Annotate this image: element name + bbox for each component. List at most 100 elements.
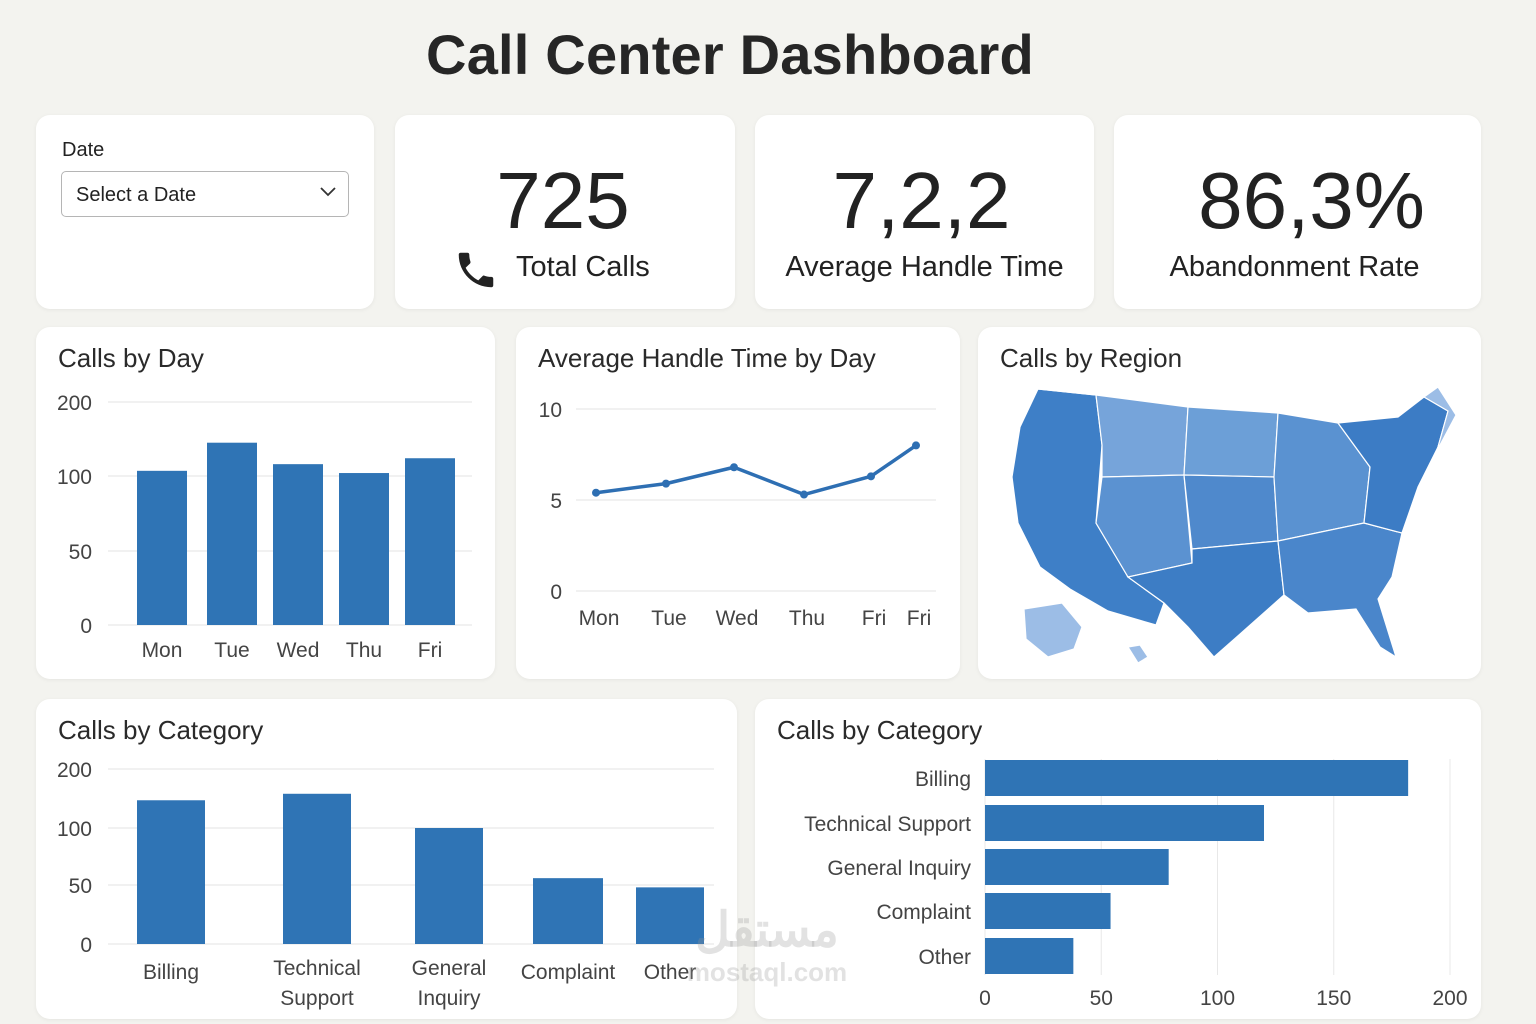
x-tick-label: Wed (277, 639, 320, 662)
bar (636, 887, 704, 944)
data-point (800, 490, 808, 499)
x-tick-label: General Inquiry (412, 957, 487, 1010)
bar (339, 473, 389, 625)
bar (137, 800, 205, 944)
calls-by-category-h-chart: 0 50 100 150 200 Billing Technical Support Gene… (804, 759, 1468, 1010)
y-tick-label: Technical Support (804, 813, 971, 836)
x-tick-label: Fri (418, 639, 443, 662)
watermark-arabic: مستقل (695, 904, 839, 957)
calls-by-region-card: Calls by Region (978, 327, 1481, 679)
map-region-central (1183, 474, 1279, 550)
x-tick-label: Tue (214, 639, 249, 662)
us-map-icon (1011, 386, 1457, 664)
series-line (595, 443, 917, 497)
bar (985, 849, 1169, 885)
y-tick-label: 0 (80, 615, 92, 638)
calls-by-day-chart: 0 50 100 200 Mon Tue Wed Thu Fri (57, 392, 472, 662)
bar (137, 470, 187, 625)
x-tick-label: Fri (862, 607, 887, 630)
data-point (592, 488, 600, 497)
map-region-north-central (1183, 406, 1279, 478)
aht-by-day-title: Average Handle Time by Day (538, 343, 876, 373)
date-filter-label: Date (62, 139, 105, 161)
y-tick-label: 0 (550, 581, 562, 604)
x-tick-label: 150 (1316, 987, 1351, 1010)
x-tick-label: Billing (143, 961, 199, 984)
calls-by-category-title: Calls by Category (58, 715, 264, 745)
calls-by-category-chart: 0 50 100 200 Billing Technical Support General I… (57, 759, 714, 1010)
y-tick-label: 100 (57, 466, 92, 489)
phone-icon (458, 252, 494, 288)
kpi-abandonment-rate-label: Abandonment Rate (1169, 251, 1420, 283)
x-tick-label: Technical Support (273, 957, 361, 1010)
calls-by-category-card: Calls by Category 0 50 100 200 Billing Techni… (36, 699, 737, 1019)
y-tick-label: General Inquiry (827, 857, 971, 880)
x-tick-label: Fri (907, 607, 932, 630)
x-tick-label: 200 (1432, 987, 1467, 1010)
bar (283, 793, 351, 944)
calls-by-day-card: Calls by Day 0 50 100 200 Mon Tue Wed Thu Fri (36, 327, 495, 679)
kpi-avg-handle-time-card: 7,2,2 Average Handle Time (755, 115, 1094, 309)
y-tick-label: 50 (69, 541, 92, 564)
map-region-alaska (1023, 602, 1083, 658)
x-tick-label: Tue (651, 607, 686, 630)
map-region-southeast (1277, 522, 1403, 659)
watermark-logo: مستقل mostaql.com (672, 904, 862, 988)
y-tick-label: Billing (915, 768, 971, 791)
page-title: Call Center Dashboard (426, 23, 1034, 86)
bar (985, 893, 1111, 929)
x-tick-label: Wed (716, 607, 759, 630)
kpi-total-calls-label: Total Calls (516, 251, 650, 283)
data-point (867, 472, 875, 481)
data-point (662, 479, 670, 488)
calls-by-category-h-card: Calls by Category 0 50 100 150 200 Billing Tec… (755, 699, 1481, 1019)
y-tick-label: 200 (57, 759, 92, 782)
y-tick-label: Complaint (876, 901, 971, 924)
calls-by-day-title: Calls by Day (58, 343, 204, 373)
date-select-dropdown[interactable]: Select a Date (61, 171, 349, 217)
bar (273, 464, 323, 625)
aht-by-day-chart: 0 5 10 Mon Tue Wed Thu Fri Fri (539, 399, 936, 630)
map-region-hawaii (1127, 644, 1149, 664)
kpi-avg-handle-time-value: 7,2,2 (832, 156, 1011, 245)
x-tick-label: Mon (142, 639, 183, 662)
kpi-avg-handle-time-label: Average Handle Time (785, 251, 1064, 283)
bar (985, 805, 1264, 841)
calls-by-region-title: Calls by Region (1000, 343, 1183, 373)
data-point (730, 463, 738, 472)
kpi-total-calls-value: 725 (496, 156, 630, 245)
y-tick-label: 5 (550, 490, 562, 513)
y-tick-label: 0 (80, 934, 92, 957)
bar (405, 458, 455, 625)
x-tick-label: Other (644, 961, 697, 984)
y-tick-label: 200 (57, 392, 92, 415)
y-tick-label: 50 (69, 875, 92, 898)
bar (985, 938, 1074, 974)
y-tick-label: 10 (539, 399, 562, 422)
x-tick-label: Thu (346, 639, 382, 662)
bar (533, 878, 603, 944)
kpi-abandonment-rate-value: 86,3% (1198, 156, 1425, 245)
calls-by-category-h-title: Calls by Category (777, 715, 983, 745)
x-tick-label: Thu (789, 607, 825, 630)
y-tick-label: 100 (57, 818, 92, 841)
x-tick-label: Complaint (521, 961, 616, 984)
aht-by-day-card: Average Handle Time by Day 0 5 10 Mon Tue Wed… (516, 327, 960, 679)
map-region-new-england (1422, 386, 1457, 450)
date-select-placeholder: Select a Date (76, 184, 197, 206)
bar (207, 442, 257, 625)
watermark-latin: mostaql.com (686, 957, 848, 987)
bar (985, 760, 1409, 796)
y-tick-label: Other (918, 946, 971, 969)
kpi-total-calls-card: 725 Total Calls (395, 115, 735, 309)
date-filter-card: Date Select a Date (36, 115, 374, 309)
x-tick-label: 0 (979, 987, 991, 1010)
x-tick-label: 100 (1200, 987, 1235, 1010)
x-tick-label: Mon (579, 607, 620, 630)
data-point (912, 441, 920, 450)
chevron-down-icon (320, 187, 336, 197)
bar (415, 828, 483, 944)
x-tick-label: 50 (1090, 987, 1113, 1010)
kpi-abandonment-rate-card: 86,3% Abandonment Rate (1114, 115, 1481, 309)
map-region-west (1011, 388, 1165, 626)
